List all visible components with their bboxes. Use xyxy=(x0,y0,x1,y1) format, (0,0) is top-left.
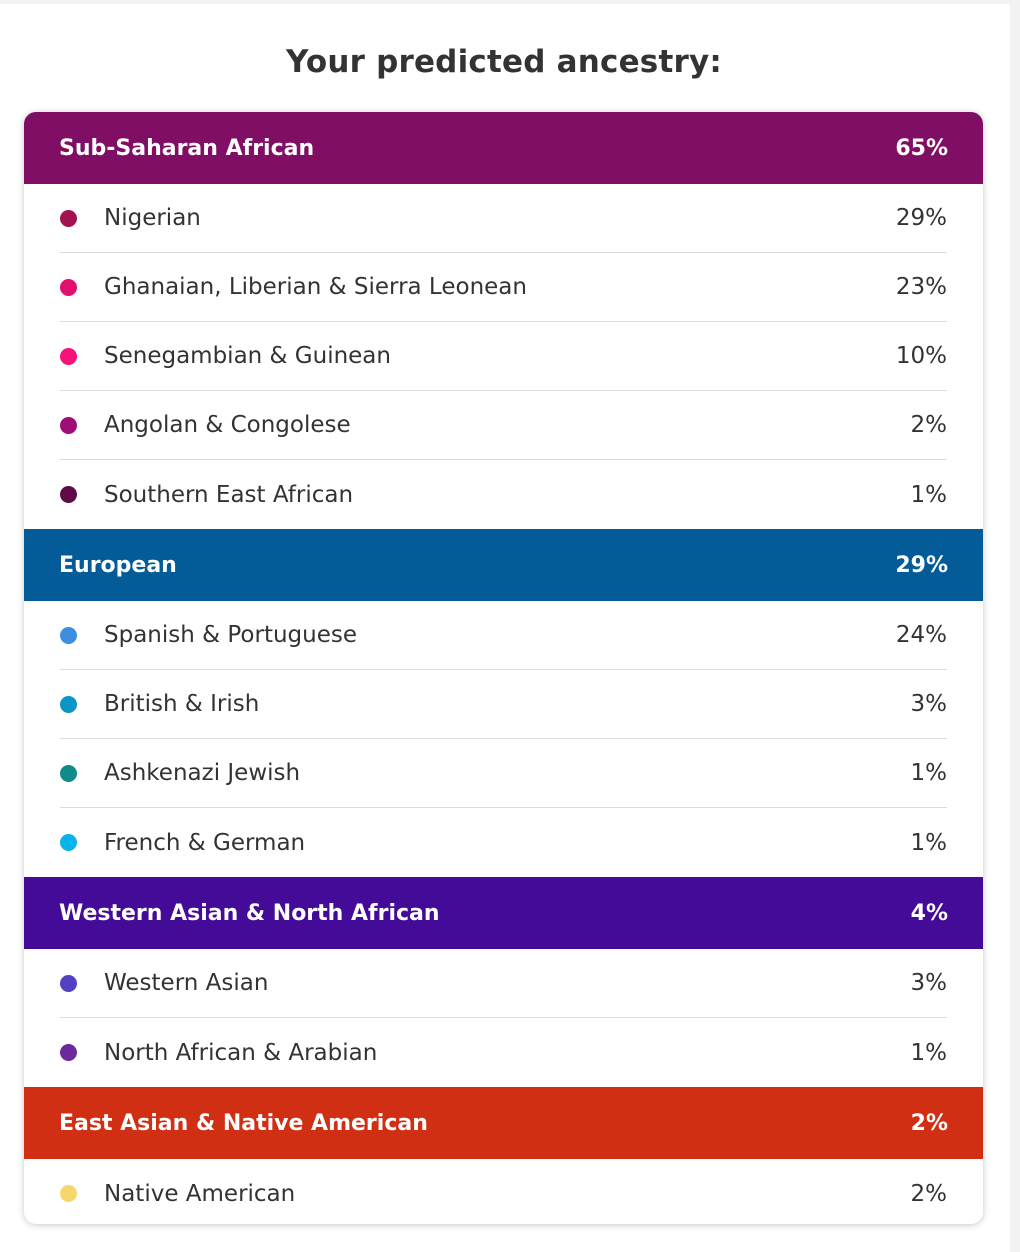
ancestry-percent: 2% xyxy=(910,412,948,438)
ancestry-row[interactable]: French & German 1% xyxy=(60,808,947,877)
ancestry-group-sub-saharan-african: Sub-Saharan African 65% Nigerian 29% Gha… xyxy=(24,112,983,529)
ancestry-row[interactable]: Western Asian 3% xyxy=(60,949,947,1018)
page-title: Your predicted ancestry: xyxy=(286,44,722,80)
ancestry-percent: 3% xyxy=(910,691,948,717)
ancestry-percent: 2% xyxy=(910,1180,948,1207)
group-percent: 4% xyxy=(910,900,948,926)
ancestry-label: French & German xyxy=(104,829,306,856)
ancestry-percent: 1% xyxy=(910,481,948,508)
group-header[interactable]: Sub-Saharan African 65% xyxy=(24,112,983,184)
ancestry-row[interactable]: Spanish & Portuguese 24% xyxy=(60,601,947,670)
color-dot-icon xyxy=(60,695,77,713)
color-dot-icon xyxy=(60,347,77,365)
group-name: European xyxy=(59,552,177,578)
color-dot-icon xyxy=(60,209,77,227)
ancestry-label: Native American xyxy=(104,1180,296,1207)
ancestry-label: Western Asian xyxy=(104,970,269,996)
ancestry-percent: 23% xyxy=(895,274,947,300)
ancestry-row[interactable]: Angolan & Congolese 2% xyxy=(60,391,947,460)
ancestry-group-east-asian-native-american: East Asian & Native American 2% Native A… xyxy=(24,1087,983,1224)
group-header[interactable]: East Asian & Native American 2% xyxy=(24,1087,983,1159)
group-name: East Asian & Native American xyxy=(59,1110,428,1136)
ancestry-label: British & Irish xyxy=(104,691,260,717)
ancestry-row[interactable]: Senegambian & Guinean 10% xyxy=(60,322,947,391)
ancestry-label: Angolan & Congolese xyxy=(104,412,351,438)
ancestry-composition-card: Sub-Saharan African 65% Nigerian 29% Gha… xyxy=(24,112,983,1224)
color-dot-icon xyxy=(60,1044,77,1061)
group-percent: 65% xyxy=(895,135,948,161)
group-header[interactable]: European 29% xyxy=(24,529,983,601)
group-header[interactable]: Western Asian & North African 4% xyxy=(24,877,983,949)
group-percent: 29% xyxy=(895,552,948,578)
ancestry-percent: 1% xyxy=(910,1039,948,1066)
ancestry-row[interactable]: Native American 2% xyxy=(60,1159,947,1224)
ancestry-label: Ghanaian, Liberian & Sierra Leonean xyxy=(104,274,527,300)
ancestry-label: Senegambian & Guinean xyxy=(104,343,391,369)
color-dot-icon xyxy=(60,278,77,296)
ancestry-row[interactable]: Nigerian 29% xyxy=(60,184,947,253)
ancestry-group-western-asian-north-african: Western Asian & North African 4% Western… xyxy=(24,877,983,1087)
ancestry-group-european: European 29% Spanish & Portuguese 24% Br… xyxy=(24,529,983,877)
ancestry-percent: 29% xyxy=(895,205,947,231)
ancestry-percent: 1% xyxy=(910,829,948,856)
ancestry-percent: 10% xyxy=(895,343,947,369)
ancestry-label: Nigerian xyxy=(104,205,201,231)
ancestry-row[interactable]: British & Irish 3% xyxy=(60,670,947,739)
color-dot-icon xyxy=(60,416,77,434)
group-name: Western Asian & North African xyxy=(59,900,440,926)
color-dot-icon xyxy=(60,764,77,782)
ancestry-row[interactable]: Ashkenazi Jewish 1% xyxy=(60,739,947,808)
ancestry-row[interactable]: North African & Arabian 1% xyxy=(60,1018,947,1087)
color-dot-icon xyxy=(60,486,77,503)
ancestry-label: North African & Arabian xyxy=(104,1039,378,1066)
group-percent: 2% xyxy=(910,1110,948,1136)
ancestry-label: Southern East African xyxy=(104,481,354,508)
color-dot-icon xyxy=(60,1185,77,1202)
page: Your predicted ancestry: Sub-Saharan Afr… xyxy=(0,4,1010,1252)
color-dot-icon xyxy=(60,626,77,644)
ancestry-percent: 3% xyxy=(910,970,948,996)
ancestry-percent: 24% xyxy=(895,622,947,648)
ancestry-row[interactable]: Southern East African 1% xyxy=(60,460,947,529)
ancestry-label: Ashkenazi Jewish xyxy=(104,760,301,786)
ancestry-row[interactable]: Ghanaian, Liberian & Sierra Leonean 23% xyxy=(60,253,947,322)
color-dot-icon xyxy=(60,834,77,851)
ancestry-label: Spanish & Portuguese xyxy=(104,622,358,648)
color-dot-icon xyxy=(60,974,77,992)
ancestry-percent: 1% xyxy=(910,760,948,786)
group-name: Sub-Saharan African xyxy=(59,135,315,161)
